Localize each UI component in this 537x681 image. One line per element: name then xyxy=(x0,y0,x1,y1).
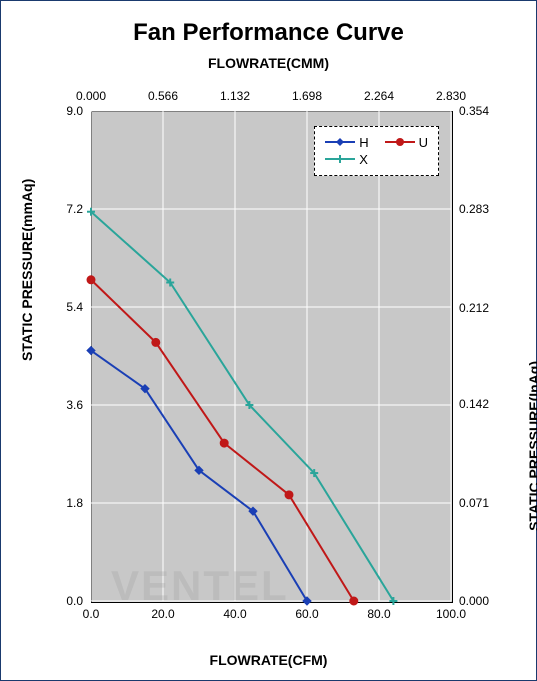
tick-label: 0.000 xyxy=(76,89,106,103)
tick-label: 3.6 xyxy=(66,398,83,412)
bottom-axis-label: FLOWRATE(CFM) xyxy=(1,652,536,668)
plot-svg xyxy=(91,111,451,601)
legend-item: X xyxy=(325,152,368,167)
legend-row: HU xyxy=(325,135,428,150)
legend-label: H xyxy=(359,135,368,150)
right-axis-label: STATIC PRESSURE(InAq) xyxy=(526,361,537,531)
tick-label: 0.000 xyxy=(459,594,489,608)
tick-label: 0.283 xyxy=(459,202,489,216)
chart-title: Fan Performance Curve xyxy=(1,19,536,47)
tick-label: 1.8 xyxy=(66,496,83,510)
tick-label: 0.142 xyxy=(459,397,489,411)
tick-label: 100.0 xyxy=(436,607,466,621)
tick-label: 0.0 xyxy=(83,607,100,621)
chart-container: Fan Performance Curve FLOWRATE(CMM) STAT… xyxy=(0,0,537,681)
tick-label: 1.698 xyxy=(292,89,322,103)
legend-item: H xyxy=(325,135,368,150)
tick-label: 80.0 xyxy=(367,607,390,621)
legend: HUX xyxy=(314,126,439,176)
tick-label: 0.212 xyxy=(459,301,489,315)
tick-label: 1.132 xyxy=(220,89,250,103)
tick-label: 0.071 xyxy=(459,496,489,510)
top-axis-label: FLOWRATE(CMM) xyxy=(1,55,536,71)
tick-label: 2.264 xyxy=(364,89,394,103)
tick-label: 5.4 xyxy=(66,300,83,314)
tick-label: 60.0 xyxy=(295,607,318,621)
tick-label: 9.0 xyxy=(66,104,83,118)
tick-label: 20.0 xyxy=(151,607,174,621)
left-axis-label: STATIC PRESSURE(mmAq) xyxy=(19,179,35,361)
legend-row: X xyxy=(325,152,428,167)
legend-label: X xyxy=(359,152,368,167)
legend-item: U xyxy=(385,135,428,150)
tick-label: 40.0 xyxy=(223,607,246,621)
tick-label: 7.2 xyxy=(66,202,83,216)
tick-label: 2.830 xyxy=(436,89,466,103)
tick-label: 0.566 xyxy=(148,89,178,103)
tick-label: 0.0 xyxy=(66,594,83,608)
chart-plot-area: HUX xyxy=(91,111,451,601)
tick-label: 0.354 xyxy=(459,104,489,118)
legend-label: U xyxy=(419,135,428,150)
